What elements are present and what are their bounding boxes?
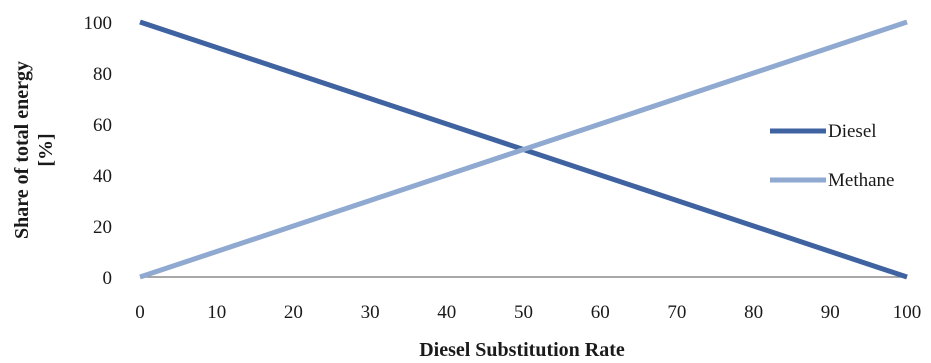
series-line-methane [139,19,908,280]
x-tick-label: 30 [361,302,380,323]
x-tick-label: 100 [893,302,922,323]
y-tick-label: 80 [93,64,112,85]
y-tick-label: 60 [93,115,112,136]
y-axis-title: Share of total energy [%] [11,61,57,239]
legend: Diesel Methane [770,121,894,191]
x-tick-label: 40 [437,302,456,323]
y-tick-label: 0 [103,268,113,289]
x-tick-label: 20 [284,302,303,323]
y-axis-title-line2: [%] [35,133,57,166]
series-lines [139,19,908,280]
y-tick-label: 40 [93,166,112,187]
x-tick-label: 60 [591,302,610,323]
x-axis-title: Diesel Substitution Rate [419,339,625,361]
y-tick-labels: 0 20 40 60 80 100 [84,13,113,289]
x-tick-label: 80 [744,302,763,323]
x-tick-labels: 0 10 20 30 40 50 60 70 80 90 100 [135,302,921,323]
y-axis-title-line1: Share of total energy [11,61,33,239]
x-tick-label: 70 [667,302,686,323]
x-tick-label: 90 [821,302,840,323]
legend-label-methane: Methane [828,170,894,191]
legend-label-diesel: Diesel [828,121,877,142]
y-tick-label: 20 [93,217,112,238]
x-tick-label: 50 [514,302,533,323]
x-tick-label: 10 [207,302,226,323]
y-tick-label: 100 [84,13,113,34]
x-tick-label: 0 [135,302,145,323]
